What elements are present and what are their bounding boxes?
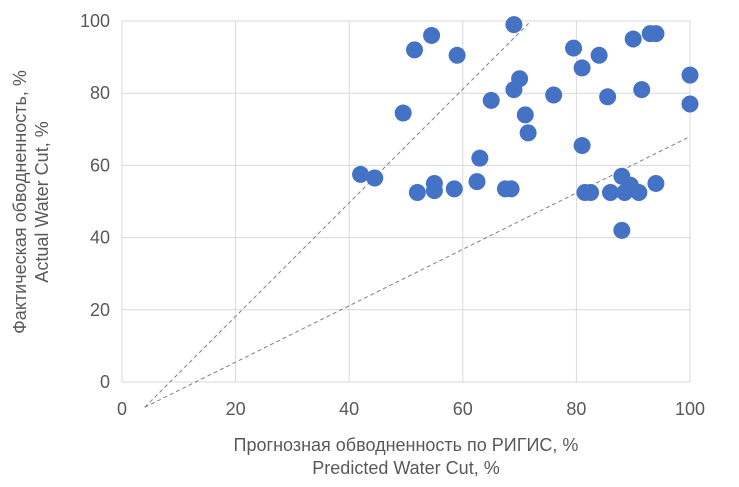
data-point [633,81,651,99]
data-point [445,180,463,198]
data-point [565,39,583,57]
y-tick-label: 20 [90,300,110,320]
x-tick-label: 0 [117,399,127,419]
data-point [599,88,617,106]
data-point [582,183,600,201]
x-tick-label: 80 [566,399,586,419]
data-point [516,106,534,124]
data-point [448,46,466,64]
x-tick-label: 40 [339,399,359,419]
data-point [519,124,537,142]
data-point [468,173,486,191]
data-point [425,182,443,200]
x-tick-label: 100 [675,399,705,419]
data-point [511,70,529,88]
data-point [406,41,424,59]
x-axis-title-line1: Прогнозная обводненность по РИГИС, % [234,435,579,455]
y-tick-label: 0 [100,372,110,392]
data-point [573,59,591,77]
data-point [502,180,520,198]
data-point [394,104,412,122]
data-point [482,91,500,109]
y-tick-label: 40 [90,228,110,248]
data-point [647,25,665,43]
data-point [647,174,665,192]
data-point [630,183,648,201]
data-point [408,183,426,201]
data-point [624,30,642,48]
data-point [505,16,523,34]
data-point [613,221,631,239]
y-tick-label: 60 [90,155,110,175]
y-axis-title-line2: Actual Water Cut, % [32,121,52,282]
data-point [601,183,619,201]
y-tick-label: 100 [80,11,110,31]
reference-line [144,136,691,408]
x-tick-label: 60 [453,399,473,419]
x-tick-label: 20 [226,399,246,419]
x-axis-title-line2: Predicted Water Cut, % [312,458,499,478]
data-point [366,169,384,187]
data-point [423,26,441,44]
reference-lines [144,20,691,408]
data-point [681,66,699,84]
data-point [590,46,608,64]
data-point [471,149,489,167]
reference-line [144,20,532,408]
data-point [352,165,370,183]
data-point [681,95,699,113]
y-tick-label: 80 [90,83,110,103]
data-points [352,16,699,239]
x-axis-ticks: 0 20 40 60 80 100 [117,399,705,419]
y-axis-ticks: 0 20 40 60 80 100 [80,11,110,392]
data-point [573,137,591,155]
y-axis-title-line1: Фактическая обводненность, % [10,70,30,334]
data-point [545,86,563,104]
